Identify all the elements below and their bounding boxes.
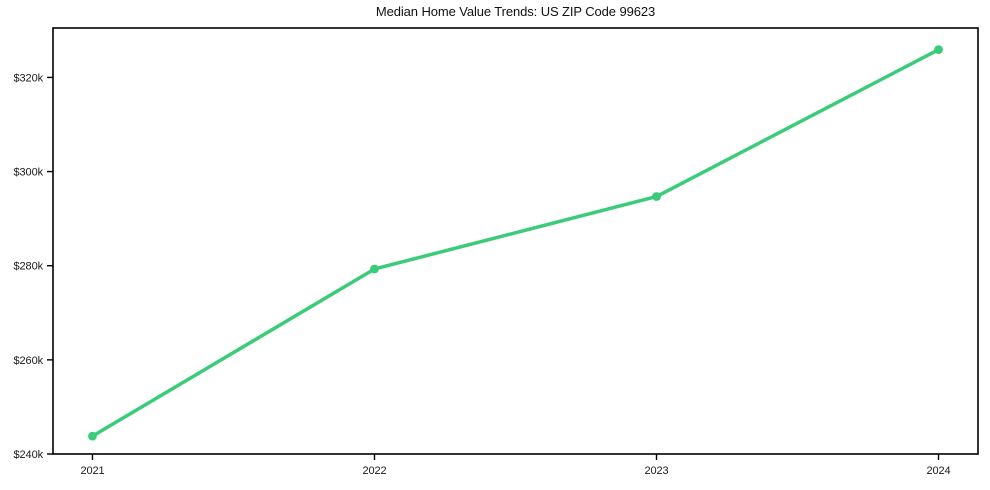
data-point-2021 <box>88 431 97 441</box>
data-point-2023 <box>652 192 661 201</box>
y-tick-label: $240k <box>14 449 44 461</box>
x-tick-label: 2021 <box>80 465 104 477</box>
data-point-2024 <box>934 45 943 55</box>
data-point-2022 <box>370 264 379 274</box>
x-tick-label: 2022 <box>362 465 386 477</box>
x-tick-label: 2024 <box>926 465 950 477</box>
chart-title: Median Home Value Trends: US ZIP Code 99… <box>375 4 656 19</box>
y-tick-label: $300k <box>14 167 44 179</box>
y-tick-label: $280k <box>14 261 44 273</box>
y-tick-label: $260k <box>14 355 44 367</box>
x-tick-label: 2023 <box>644 465 668 477</box>
plot-border <box>52 27 979 455</box>
y-tick-label: $320k <box>14 72 44 84</box>
trend-line <box>90 47 941 438</box>
